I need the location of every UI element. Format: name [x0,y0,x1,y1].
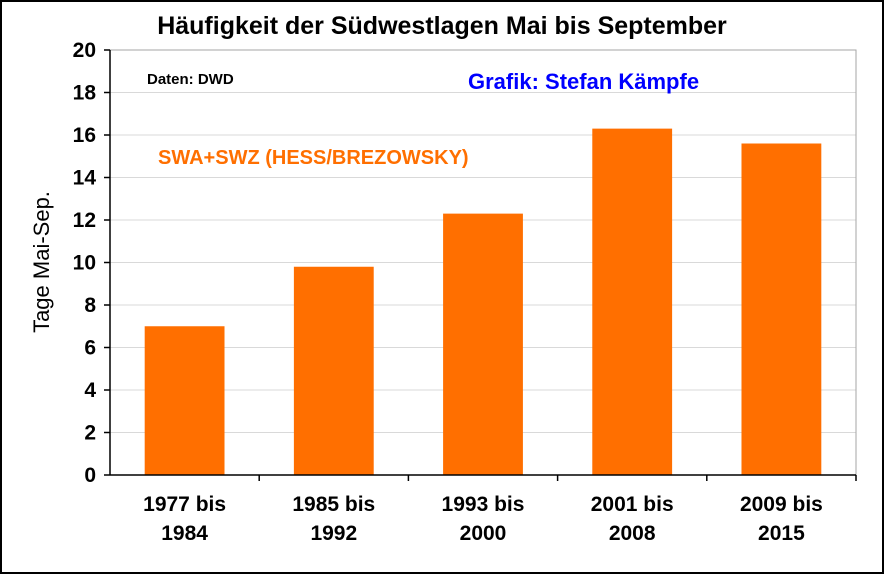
bar [293,266,374,475]
y-tick-label: 12 [73,209,96,232]
bar [592,128,673,475]
bars [144,128,822,475]
x-category-label: 2015 [758,522,805,545]
y-tick-label: 20 [73,39,96,62]
y-tick-label: 4 [84,379,96,402]
bar [741,143,822,475]
x-category-label: 1984 [161,522,208,545]
annotations: Daten: DWD Grafik: Stefan Kämpfe SWA+SWZ (… [147,69,699,169]
axes [104,49,857,481]
y-tick-label: 2 [84,422,96,445]
y-tick-label: 0 [84,464,96,487]
x-category-label: 1993 bis [442,493,525,516]
x-category-label: 1977 bis [143,493,226,516]
x-category-label: 1985 bis [292,493,375,516]
chart-annotation: Grafik: Stefan Kämpfe [468,69,699,94]
x-category-label: 1992 [310,522,357,545]
y-tick-label: 6 [84,337,96,360]
y-tick-label: 16 [73,124,96,147]
x-category-label: 2000 [460,522,507,545]
x-category-labels: 1977 bis 1984 1985 bis 1992 1993 bis 2000 2001… [143,493,823,545]
chart-title: Häufigkeit der Südwestlagen Mai bis Sept… [157,12,727,40]
y-tick-label: 14 [73,167,97,190]
y-tick-label: 10 [73,252,96,275]
y-tick-labels: 0 2 4 6 8 10 12 14 16 18 20 [73,39,97,487]
chart-annotation: Daten: DWD [147,71,234,88]
bar [443,213,523,475]
y-tick-label: 8 [84,294,96,317]
bar [144,326,225,475]
x-category-label: 2008 [609,522,656,545]
x-category-label: 2001 bis [591,493,674,516]
y-tick-label: 18 [73,82,97,105]
x-category-label: 2009 bis [740,493,823,516]
chart-annotation: SWA+SWZ (HESS/BREZOWSKY) [158,147,469,169]
